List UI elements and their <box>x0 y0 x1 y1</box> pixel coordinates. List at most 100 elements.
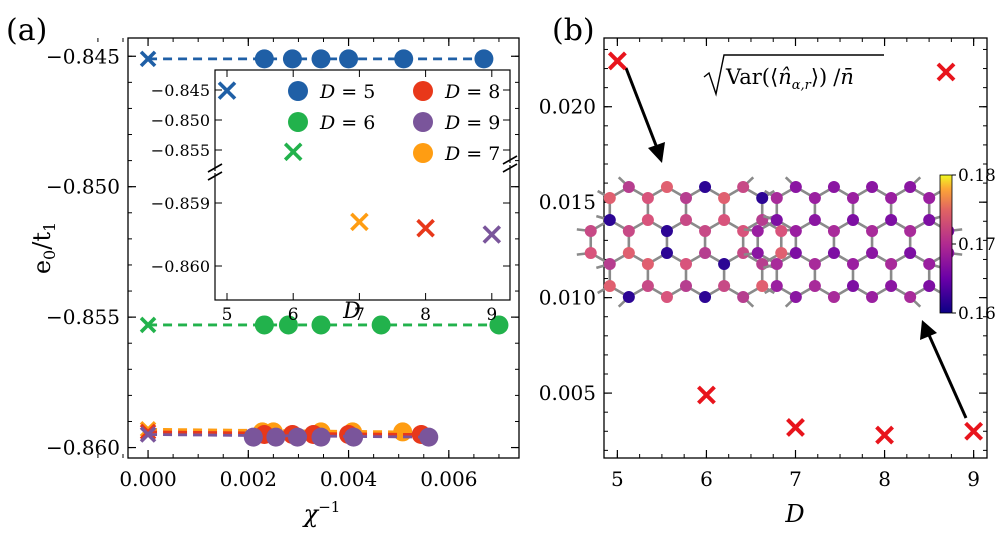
panel-a-label: (a) <box>6 13 47 48</box>
lattice-site <box>603 192 616 204</box>
colorbar-tick-mid: 0.17 <box>958 235 996 255</box>
x-tick-label: 0.002 <box>220 467 277 491</box>
lattice-site <box>680 280 692 292</box>
lattice-site <box>718 280 731 292</box>
panel-b-axes: 5 6 7 8 9 0.005 0.010 0.015 0.020 <box>539 38 987 491</box>
lattice-site <box>789 225 802 237</box>
lattice-site <box>904 181 917 193</box>
lattice-site <box>751 225 764 237</box>
lattice-site <box>827 225 840 237</box>
x-tick-label: 7 <box>789 467 802 491</box>
legend-marker <box>936 62 956 82</box>
axis-break <box>207 163 223 173</box>
lattice-site <box>847 258 859 270</box>
lattice-site <box>866 291 879 303</box>
y-tick-label: 0.020 <box>539 95 596 119</box>
lattice-site <box>603 280 616 292</box>
lattice-site <box>808 280 821 292</box>
inset-point <box>283 142 303 162</box>
lattice-site <box>923 214 936 226</box>
lattice-site <box>699 225 712 237</box>
data-point <box>287 427 307 447</box>
data-point <box>278 315 298 335</box>
legend-label: D = 9 <box>444 112 500 134</box>
panel-b-legend: Var(⟨n̂α,r⟩)/n̄ <box>703 54 956 97</box>
data-point <box>489 315 509 335</box>
data-point <box>254 49 274 69</box>
arrow-d9 <box>927 334 968 419</box>
sqrt-sign <box>703 54 884 97</box>
panel-a-axes: 0.000 0.002 0.004 0.006 −0.845 −0.850 −0.855 −0… <box>46 38 519 491</box>
lattice-site <box>660 225 673 237</box>
legend-marker <box>288 112 308 132</box>
inset-axes: 5 6 7 8 9 −0.845 −0.850 −0.855 −0.859 −0.860 <box>151 70 518 325</box>
inset-legend: D = 5 D = 6 D = 7 D = 8 D = 9 <box>288 81 500 165</box>
data-point <box>474 49 494 69</box>
inset-x-tick-label: 7 <box>354 305 365 325</box>
inset-y-tick-label: −0.845 <box>151 81 210 100</box>
lattice-site <box>827 247 840 259</box>
lattice-site <box>808 192 821 204</box>
data-point <box>266 427 286 447</box>
data-point <box>243 427 263 447</box>
inset-y-tick-label: −0.860 <box>151 257 210 276</box>
lattice-site <box>808 214 821 226</box>
lattice-site <box>622 291 635 303</box>
data-point <box>964 421 984 441</box>
panel-a-xlabel: χ−1 <box>302 498 341 528</box>
lattice-site <box>737 225 750 237</box>
lattice-site <box>904 291 917 303</box>
lattice-site <box>660 291 673 303</box>
lattice-site <box>847 192 859 204</box>
data-point <box>394 49 414 69</box>
series-d9 <box>139 426 439 447</box>
data-point <box>282 49 302 69</box>
lattice-site <box>603 258 616 270</box>
y-tick-label: −0.860 <box>46 436 120 460</box>
lattice-site <box>885 214 898 226</box>
lattice-site <box>751 247 764 259</box>
panel-a: (a) 0.000 0.002 0.004 0.006 −0.845 −0.850 −0.8… <box>6 13 520 528</box>
x-tick-label: 0.000 <box>119 467 176 491</box>
inset-xlabel: D <box>342 299 361 324</box>
extrapolated-point <box>139 426 157 443</box>
lattice-site <box>866 181 879 193</box>
lattice-site <box>622 181 635 193</box>
series-d5 <box>139 49 494 69</box>
data-point <box>419 427 439 447</box>
data-point <box>371 315 391 335</box>
lattice-site <box>923 192 936 204</box>
lattice-site <box>680 192 692 204</box>
data-point <box>607 51 627 71</box>
lattice-site <box>770 258 783 270</box>
lattice-site <box>885 280 898 292</box>
arrow-d9-head <box>920 320 937 340</box>
lattice-site <box>923 280 936 292</box>
inset-data <box>217 81 502 244</box>
lattice-site <box>847 280 859 292</box>
lattice-site <box>699 181 712 193</box>
extrapolated-point <box>139 316 157 334</box>
panel-b-data <box>607 51 984 445</box>
inset-frame <box>214 69 511 301</box>
legend-label: D = 7 <box>444 143 500 165</box>
lattice-site <box>641 192 654 204</box>
lattice-site <box>827 291 840 303</box>
lattice-site <box>737 291 750 303</box>
legend-marker <box>413 112 433 132</box>
legend-label: D = 5 <box>319 81 375 103</box>
legend-marker <box>413 143 433 163</box>
lattice-site <box>847 214 859 226</box>
inset-y-tick-label: −0.850 <box>151 111 210 130</box>
arrow-d5-head <box>648 142 665 163</box>
lattice-site <box>866 247 879 259</box>
colorbar-tick-max: 0.18 <box>958 166 996 186</box>
y-tick-label: −0.855 <box>46 305 120 329</box>
lattice-site <box>789 291 802 303</box>
panel-b-xlabel: D <box>784 500 804 528</box>
y-tick-label: −0.850 <box>46 175 120 199</box>
panel-b: (b) 5 6 7 8 9 0.005 0.010 0.015 0.020 D Var(⟨n̂α… <box>539 13 996 528</box>
data-point <box>344 427 364 447</box>
inset-y-tick-label: −0.859 <box>151 194 210 213</box>
lattice-site <box>827 181 840 193</box>
